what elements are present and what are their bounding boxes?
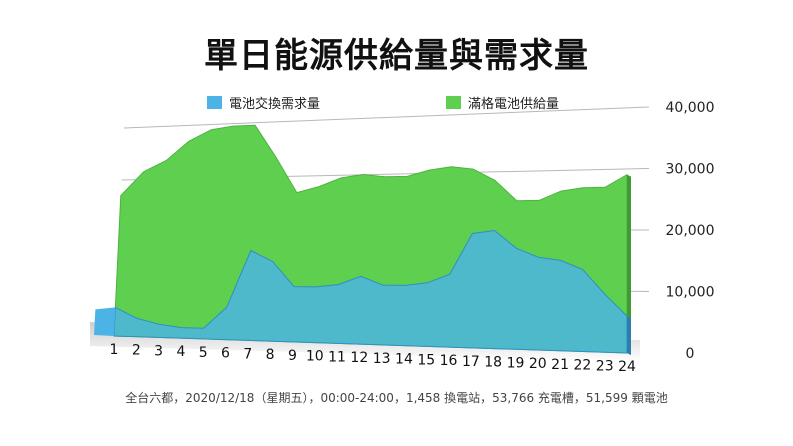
area-side-1 <box>627 174 631 355</box>
x-tick-label-16: 17 <box>462 354 480 370</box>
x-tick-label-9: 10 <box>306 349 324 365</box>
legend-label-swap-demand: 電池交換需求量 <box>229 97 321 112</box>
x-tick-label-0: 1 <box>110 342 119 358</box>
chart-footer-note: 全台六都，2020/12/18（星期五），00:00-24:00，1,458 換… <box>125 391 668 405</box>
x-tick-label-8: 9 <box>288 348 297 364</box>
x-tick-label-15: 16 <box>440 353 458 369</box>
area-series-0-front-edge <box>94 307 116 336</box>
x-tick-label-1: 2 <box>132 343 141 359</box>
y-tick-label-2: 20,000 <box>666 223 715 239</box>
x-tick-label-7: 8 <box>266 347 275 363</box>
legend-item-full-supply: 滿格電池供給量 <box>446 93 559 112</box>
x-tick-label-4: 5 <box>199 345 208 361</box>
legend-swatch-full-supply <box>446 96 461 109</box>
x-tick-label-17: 18 <box>484 355 502 371</box>
area-series-0 <box>113 229 628 354</box>
x-tick-label-10: 11 <box>328 349 346 365</box>
x-tick-label-18: 19 <box>507 355 525 371</box>
x-tick-label-2: 3 <box>154 343 163 359</box>
area-side-0 <box>627 316 631 355</box>
legend-swatch-swap-demand <box>207 96 222 109</box>
y-tick-label-3: 30,000 <box>666 162 715 178</box>
x-tick-label-13: 14 <box>395 352 413 368</box>
x-tick-label-22: 23 <box>596 358 614 374</box>
x-tick-label-19: 20 <box>529 356 547 372</box>
chart-title: 單日能源供給量與需求量 <box>204 36 589 76</box>
x-tick-label-5: 6 <box>221 346 230 362</box>
y-tick-label-0: 0 <box>686 346 695 362</box>
x-tick-label-20: 21 <box>551 357 569 373</box>
x-tick-label-14: 15 <box>417 352 435 368</box>
legend-label-full-supply: 滿格電池供給量 <box>468 97 560 112</box>
x-tick-label-23: 24 <box>618 359 636 375</box>
x-tick-label-11: 12 <box>350 350 368 366</box>
y-tick-label-4: 40,000 <box>666 100 715 116</box>
x-tick-label-21: 22 <box>573 358 591 374</box>
x-tick-label-3: 4 <box>176 344 185 360</box>
x-tick-label-12: 13 <box>373 351 391 367</box>
legend-item-swap-demand: 電池交換需求量 <box>207 93 320 112</box>
y-tick-label-1: 10,000 <box>666 285 715 301</box>
x-tick-label-6: 7 <box>243 346 252 362</box>
gridline-4 <box>123 106 650 129</box>
